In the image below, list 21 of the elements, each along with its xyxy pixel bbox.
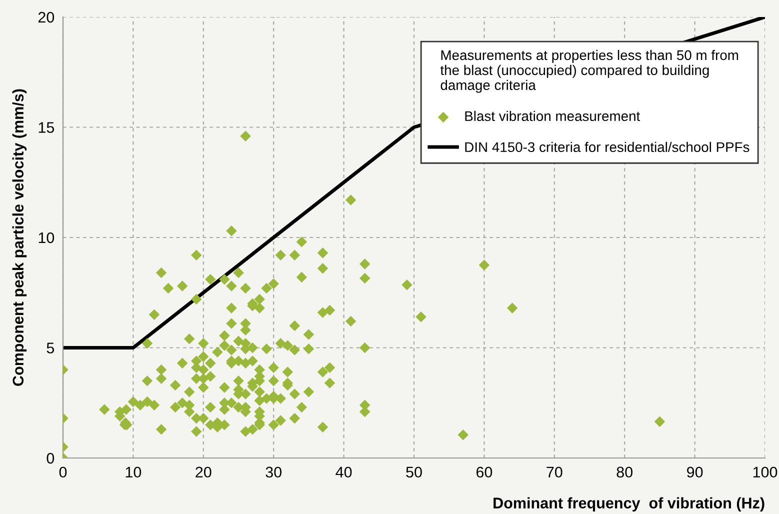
x-tick-label: 70: [546, 466, 562, 478]
x-tick-label: 90: [687, 466, 703, 478]
legend-label: Blast vibration measurement: [465, 110, 640, 122]
x-tick-label: 10: [126, 466, 142, 478]
x-tick-label: 50: [406, 466, 422, 478]
y-tick-label: 20: [38, 12, 54, 23]
x-tick-label: 20: [196, 466, 212, 478]
y-axis-title: Component peak particle velocity (mm/s): [12, 89, 27, 386]
y-tick-label: 10: [38, 232, 54, 244]
y-tick-label: 5: [46, 342, 54, 354]
x-tick-label: 0: [59, 466, 67, 478]
y-tick-label: 15: [38, 122, 54, 133]
x-tick-label: 60: [476, 466, 492, 478]
x-axis-title: Dominant frequency of vibration (Hz): [494, 497, 764, 512]
x-tick-label: 80: [616, 466, 632, 478]
x-tick-label: 100: [753, 466, 778, 478]
legend-label: DIN 4150-3 criteria for residential/school PPFs: [465, 142, 750, 152]
x-tick-label: 30: [266, 466, 282, 478]
legend-title: Measurements at properties less than 50 m from the blast (unoccupied) compared to building damage criteria: [440, 50, 738, 93]
y-tick-label: 0: [46, 452, 54, 464]
x-tick-label: 40: [336, 466, 352, 478]
